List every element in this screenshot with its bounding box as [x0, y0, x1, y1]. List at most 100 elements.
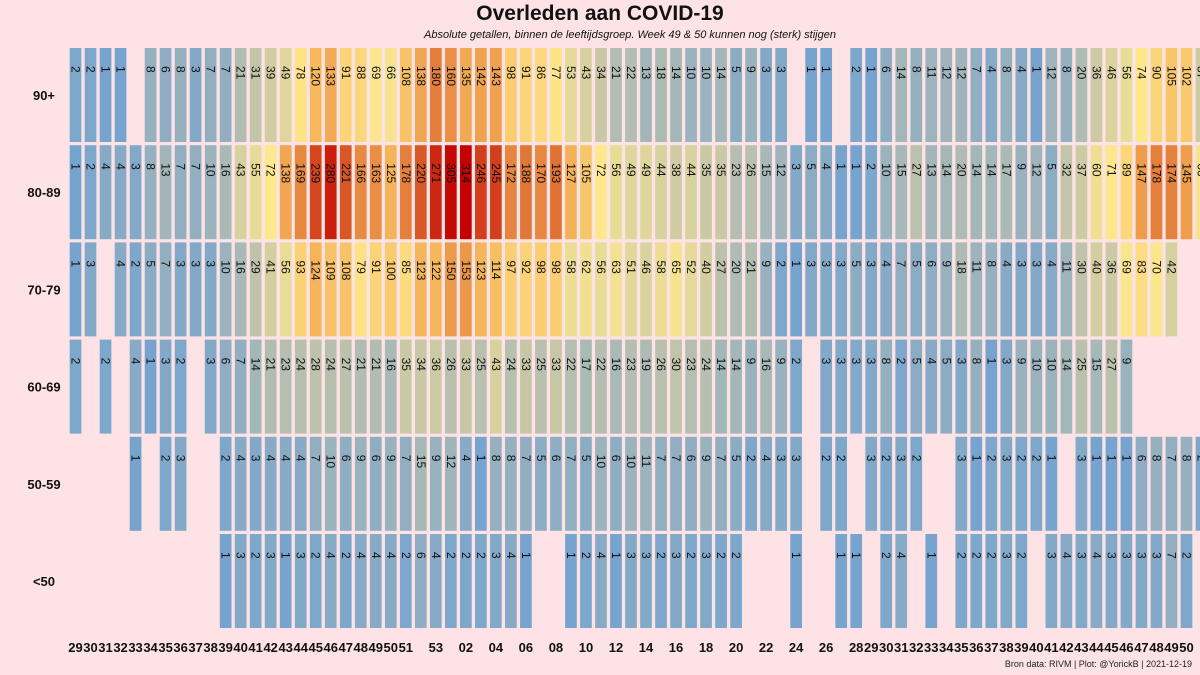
heatmap-cell: [775, 145, 787, 240]
cell-value-label: 105: [1164, 66, 1178, 86]
heatmap-cell: [895, 242, 908, 337]
heatmap-cell: [1180, 436, 1193, 531]
cell-value-label: 1: [474, 455, 488, 462]
cell-value-label: 26: [444, 358, 458, 372]
heatmap-cell: [1150, 242, 1163, 337]
cell-value-label: 2: [459, 552, 473, 559]
heatmap-cell: [1105, 339, 1118, 434]
cell-value-label: 2: [1029, 455, 1043, 462]
heatmap-cell: [835, 145, 848, 240]
heatmap-cell: [234, 436, 247, 531]
cell-value-label: 5: [729, 455, 743, 462]
cell-value-label: 24: [504, 358, 518, 372]
cell-value-label: 2: [789, 358, 803, 365]
heatmap-cell: [384, 145, 397, 240]
heatmap-cell: [1135, 145, 1148, 240]
heatmap-cell: [640, 436, 652, 531]
cell-value-label: 3: [639, 552, 653, 559]
cell-value-label: 15: [759, 163, 773, 177]
heatmap-cell: [1165, 534, 1178, 628]
heatmap-cell: [1105, 436, 1118, 531]
cell-value-label: 34: [414, 358, 428, 372]
cell-value-label: 72: [264, 163, 278, 177]
cell-value-label: 1: [129, 455, 143, 462]
cell-value-label: 98: [534, 260, 548, 274]
heatmap-cell: [1135, 48, 1148, 142]
cell-value-label: 122: [429, 260, 443, 280]
heatmap-cell: [595, 534, 607, 628]
heatmap-cell: [1045, 436, 1058, 531]
heatmap-cell: [1015, 339, 1028, 434]
cell-value-label: 160: [444, 66, 458, 86]
cell-value-label: 16: [219, 163, 233, 177]
cell-value-label: 6: [549, 455, 563, 462]
heatmap-cell: [1165, 48, 1178, 142]
heatmap-cell: [1075, 242, 1088, 337]
heatmap-cell: [159, 242, 172, 337]
heatmap-cell: [1150, 534, 1163, 628]
heatmap-cell: [399, 534, 412, 628]
cell-value-label: 4: [429, 552, 443, 559]
cell-value-label: 88: [354, 66, 368, 80]
cell-value-label: 35: [714, 163, 728, 177]
heatmap-cell: [279, 145, 292, 240]
x-tick-label: 45: [1104, 640, 1118, 655]
heatmap-cell: [460, 145, 472, 240]
cell-value-label: 5: [579, 455, 593, 462]
cell-value-label: 65: [669, 260, 683, 274]
cell-value-label: 1: [99, 66, 113, 73]
heatmap-cell: [760, 242, 772, 337]
cell-value-label: 3: [774, 66, 788, 73]
cell-value-label: 3: [699, 552, 713, 559]
heatmap-cell: [865, 145, 878, 240]
heatmap-cell: [234, 48, 247, 142]
cell-value-label: 2: [219, 455, 233, 462]
heatmap-cell: [444, 48, 457, 142]
x-tick-label: 47: [339, 640, 353, 655]
heatmap-cell: [1075, 145, 1088, 240]
cell-value-label: 2: [339, 552, 353, 559]
heatmap-cell: [1060, 242, 1073, 337]
cell-value-label: 3: [189, 260, 203, 267]
heatmap-cell: [1180, 145, 1193, 240]
heatmap-cell: [129, 242, 142, 337]
x-tick-label: 36: [173, 640, 187, 655]
heatmap-cell: [414, 436, 427, 531]
cell-value-label: 90: [1149, 66, 1163, 80]
cell-value-label: 83: [1134, 260, 1148, 274]
x-tick-label: 30: [83, 640, 97, 655]
heatmap-cell: [324, 436, 337, 531]
cell-value-label: 55: [249, 163, 263, 177]
x-tick-label: 20: [729, 640, 743, 655]
cell-value-label: 69: [1119, 260, 1133, 274]
cell-value-label: 6: [414, 552, 428, 559]
heatmap-cell: [384, 48, 397, 142]
cell-value-label: 4: [279, 455, 293, 462]
heatmap-cell: [625, 242, 637, 337]
cell-value-label: 124: [309, 260, 323, 280]
heatmap-cell: [1030, 242, 1043, 337]
heatmap-cell: [940, 145, 953, 240]
cell-value-label: 13: [639, 66, 653, 80]
heatmap-cell: [264, 339, 277, 434]
cell-value-label: 3: [174, 455, 188, 462]
heatmap-cell: [84, 242, 97, 337]
cell-value-label: 145: [1179, 163, 1193, 183]
cell-value-label: 91: [369, 260, 383, 274]
heatmap-cell: [775, 242, 787, 337]
cell-value-label: 74: [1134, 66, 1148, 80]
cell-value-label: 2: [84, 66, 98, 73]
heatmap-cell: [520, 242, 532, 337]
cell-value-label: 7: [669, 455, 683, 462]
heatmap-cell: [1060, 339, 1073, 434]
heatmap-cell: [369, 48, 382, 142]
heatmap-cell: [1165, 436, 1178, 531]
cell-value-label: 9: [939, 260, 953, 267]
cell-value-label: 14: [1059, 358, 1073, 372]
cell-value-label: 30: [1074, 260, 1088, 274]
heatmap-cell: [159, 436, 172, 531]
heatmap-cell: [429, 436, 442, 531]
heatmap-cell: [460, 534, 472, 628]
cell-value-label: 8: [144, 163, 158, 170]
